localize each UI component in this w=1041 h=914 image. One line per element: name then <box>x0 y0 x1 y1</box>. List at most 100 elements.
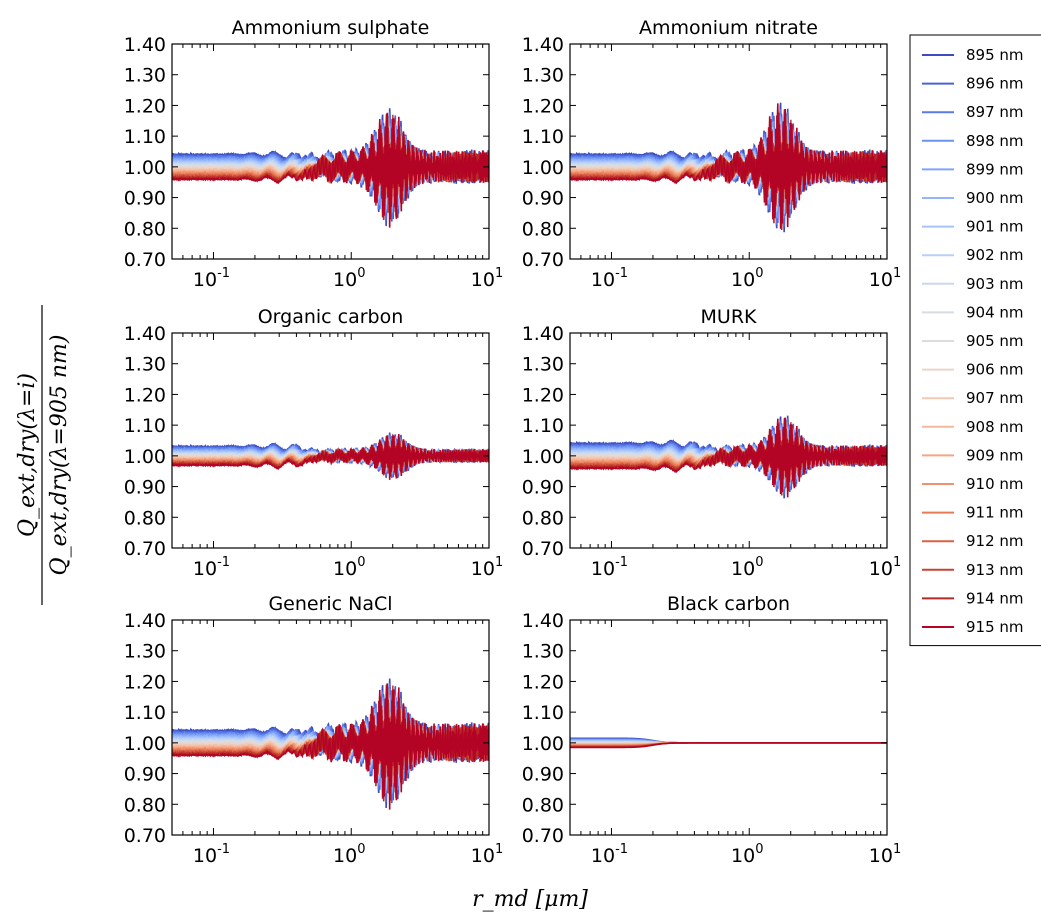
legend-entry: 903 nm <box>922 275 1024 293</box>
legend-entry: 914 nm <box>922 589 1024 607</box>
y-tick-label: 0.90 <box>522 764 564 786</box>
y-tick-label: 1.20 <box>522 95 564 117</box>
y-tick-label: 1.00 <box>124 157 166 179</box>
x-tick-label: 101 <box>869 555 901 580</box>
series-line-915-nm <box>172 112 489 228</box>
legend-label: 909 nm <box>966 446 1024 464</box>
y-tick-label: 0.70 <box>124 825 166 847</box>
legend-label: 902 nm <box>966 246 1024 264</box>
y-tick-label: 1.00 <box>522 157 564 179</box>
legend-entry: 907 nm <box>922 389 1024 407</box>
x-tick-label: 10-1 <box>591 266 628 291</box>
subplot-organic-carbon: Organic carbon 0.70 0.80 0.90 1.00 1.10 1.20 1.… <box>124 306 504 580</box>
y-tick-label: 1.40 <box>522 323 564 345</box>
legend: 895 nm 896 nm 897 nm 898 nm 899 nm 900 nm 901 … <box>909 34 1041 647</box>
y-tick-label: 1.20 <box>124 671 166 693</box>
legend-label: 907 nm <box>966 389 1024 407</box>
legend-label: 914 nm <box>966 589 1024 607</box>
legend-label: 908 nm <box>966 418 1024 436</box>
legend-label: 911 nm <box>966 504 1024 522</box>
legend-label: 906 nm <box>966 361 1024 379</box>
series-line-915-nm <box>570 417 887 498</box>
y-label-denominator: Q_ext,dry(λ=905 nm) <box>47 335 72 576</box>
x-tick-label: 10-1 <box>193 555 230 580</box>
legend-label: 905 nm <box>966 332 1024 350</box>
x-tick-label: 10-1 <box>591 842 628 867</box>
y-tick-label: 0.90 <box>124 764 166 786</box>
y-tick-label: 1.20 <box>124 384 166 406</box>
legend-entry: 899 nm <box>922 160 1024 178</box>
x-tick-label: 101 <box>869 266 901 291</box>
y-tick-label: 1.30 <box>124 65 166 87</box>
legend-label: 910 nm <box>966 475 1024 493</box>
y-tick-label: 1.10 <box>124 415 166 437</box>
legend-label: 896 nm <box>966 75 1024 93</box>
legend-entry: 896 nm <box>922 75 1024 93</box>
y-tick-label: 1.10 <box>522 415 564 437</box>
series-lines <box>172 678 489 810</box>
y-tick-label: 1.40 <box>522 34 564 56</box>
series-line-915-nm <box>172 683 489 810</box>
y-tick-label: 1.00 <box>124 733 166 755</box>
y-tick-label: 0.80 <box>522 507 564 529</box>
y-tick-label: 0.90 <box>124 188 166 210</box>
y-tick-label: 1.00 <box>522 446 564 468</box>
y-tick-label: 1.30 <box>522 65 564 87</box>
y-tick-label: 0.80 <box>124 794 166 816</box>
y-tick-label: 0.90 <box>522 188 564 210</box>
legend-entry: 895 nm <box>922 46 1024 64</box>
y-tick-label: 1.40 <box>124 610 166 632</box>
subplot-title: Organic carbon <box>258 306 404 328</box>
x-tick-label: 100 <box>333 842 365 867</box>
legend-entry: 900 nm <box>922 189 1024 207</box>
axes-frame <box>569 332 888 549</box>
y-tick-label: 1.20 <box>124 95 166 117</box>
series-lines <box>172 108 489 228</box>
y-tick-label: 0.80 <box>124 507 166 529</box>
legend-label: 900 nm <box>966 189 1024 207</box>
legend-label: 915 nm <box>966 618 1024 636</box>
subplot-title: MURK <box>701 306 758 328</box>
legend-label: 904 nm <box>966 303 1024 321</box>
legend-entry: 905 nm <box>922 332 1024 350</box>
y-tick-label: 0.90 <box>522 477 564 499</box>
subplot-title: Black carbon <box>667 593 790 615</box>
x-tick-label: 100 <box>731 266 763 291</box>
y-tick-label: 1.10 <box>124 702 166 724</box>
subplot-grid: Ammonium sulphate 0.70 0.80 0.90 1.00 1.10 1.2… <box>124 17 902 867</box>
y-tick-label: 0.70 <box>522 825 564 847</box>
subplot-black-carbon: Black carbon 0.70 0.80 0.90 1.00 1.10 1.20 1.30… <box>522 593 902 867</box>
x-tick-label: 10-1 <box>193 266 230 291</box>
legend-entry: 908 nm <box>922 418 1024 436</box>
y-tick-label: 0.80 <box>124 218 166 240</box>
y-tick-label: 1.40 <box>124 34 166 56</box>
x-tick-label: 100 <box>731 555 763 580</box>
subplot-murk: MURK 0.70 0.80 0.90 1.00 1.10 1.20 1.30 1.40 10-1… <box>522 306 902 580</box>
y-tick-label: 0.70 <box>522 249 564 271</box>
x-tick-label: 101 <box>471 266 503 291</box>
y-tick-label: 1.10 <box>522 702 564 724</box>
subplot-title: Generic NaCl <box>268 593 392 615</box>
axes-frame <box>569 43 888 260</box>
axes-frame <box>171 332 490 549</box>
legend-entry: 906 nm <box>922 361 1024 379</box>
x-tick-label: 10-1 <box>591 555 628 580</box>
subplot-ammonium-sulphate: Ammonium sulphate 0.70 0.80 0.90 1.00 1.10 1.2… <box>124 17 504 291</box>
legend-label: 898 nm <box>966 132 1024 150</box>
legend-entry: 910 nm <box>922 475 1024 493</box>
y-tick-label: 0.70 <box>124 249 166 271</box>
x-tick-label: 100 <box>731 842 763 867</box>
x-tick-label: 10-1 <box>193 842 230 867</box>
y-tick-label: 0.70 <box>522 538 564 560</box>
subplot-generic-nacl: Generic NaCl 0.70 0.80 0.90 1.00 1.10 1.20 1.30… <box>124 593 504 867</box>
axes-frame <box>171 619 490 836</box>
x-tick-label: 101 <box>471 842 503 867</box>
axes-frame <box>569 619 888 836</box>
y-axis-label: Q_ext,dry(λ=i) Q_ext,dry(λ=905 nm) <box>15 305 72 605</box>
series-line-915-nm <box>172 433 489 480</box>
legend-entry: 898 nm <box>922 132 1024 150</box>
y-tick-label: 1.00 <box>124 446 166 468</box>
legend-entry: 911 nm <box>922 504 1024 522</box>
y-tick-label: 1.30 <box>124 354 166 376</box>
